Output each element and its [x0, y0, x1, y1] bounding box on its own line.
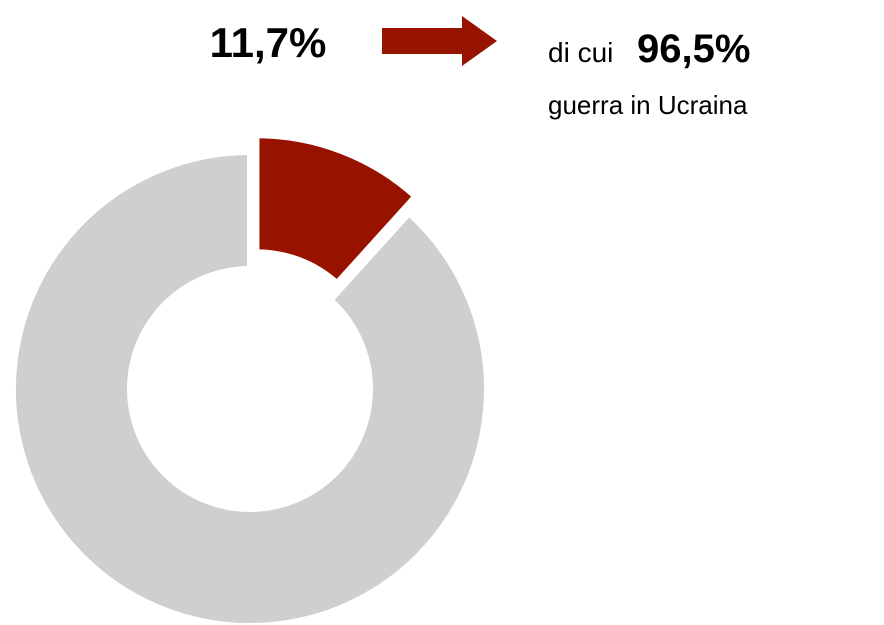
arrow: [382, 16, 497, 66]
data-label: 11,7%: [210, 19, 327, 66]
annotation-prefix: di cui: [548, 37, 613, 68]
annotation-value: 96,5%: [637, 27, 750, 71]
donut-slice: [10, 148, 490, 625]
donut-slice: [253, 132, 420, 288]
annotation-text: guerra in Ucraina: [548, 90, 748, 120]
